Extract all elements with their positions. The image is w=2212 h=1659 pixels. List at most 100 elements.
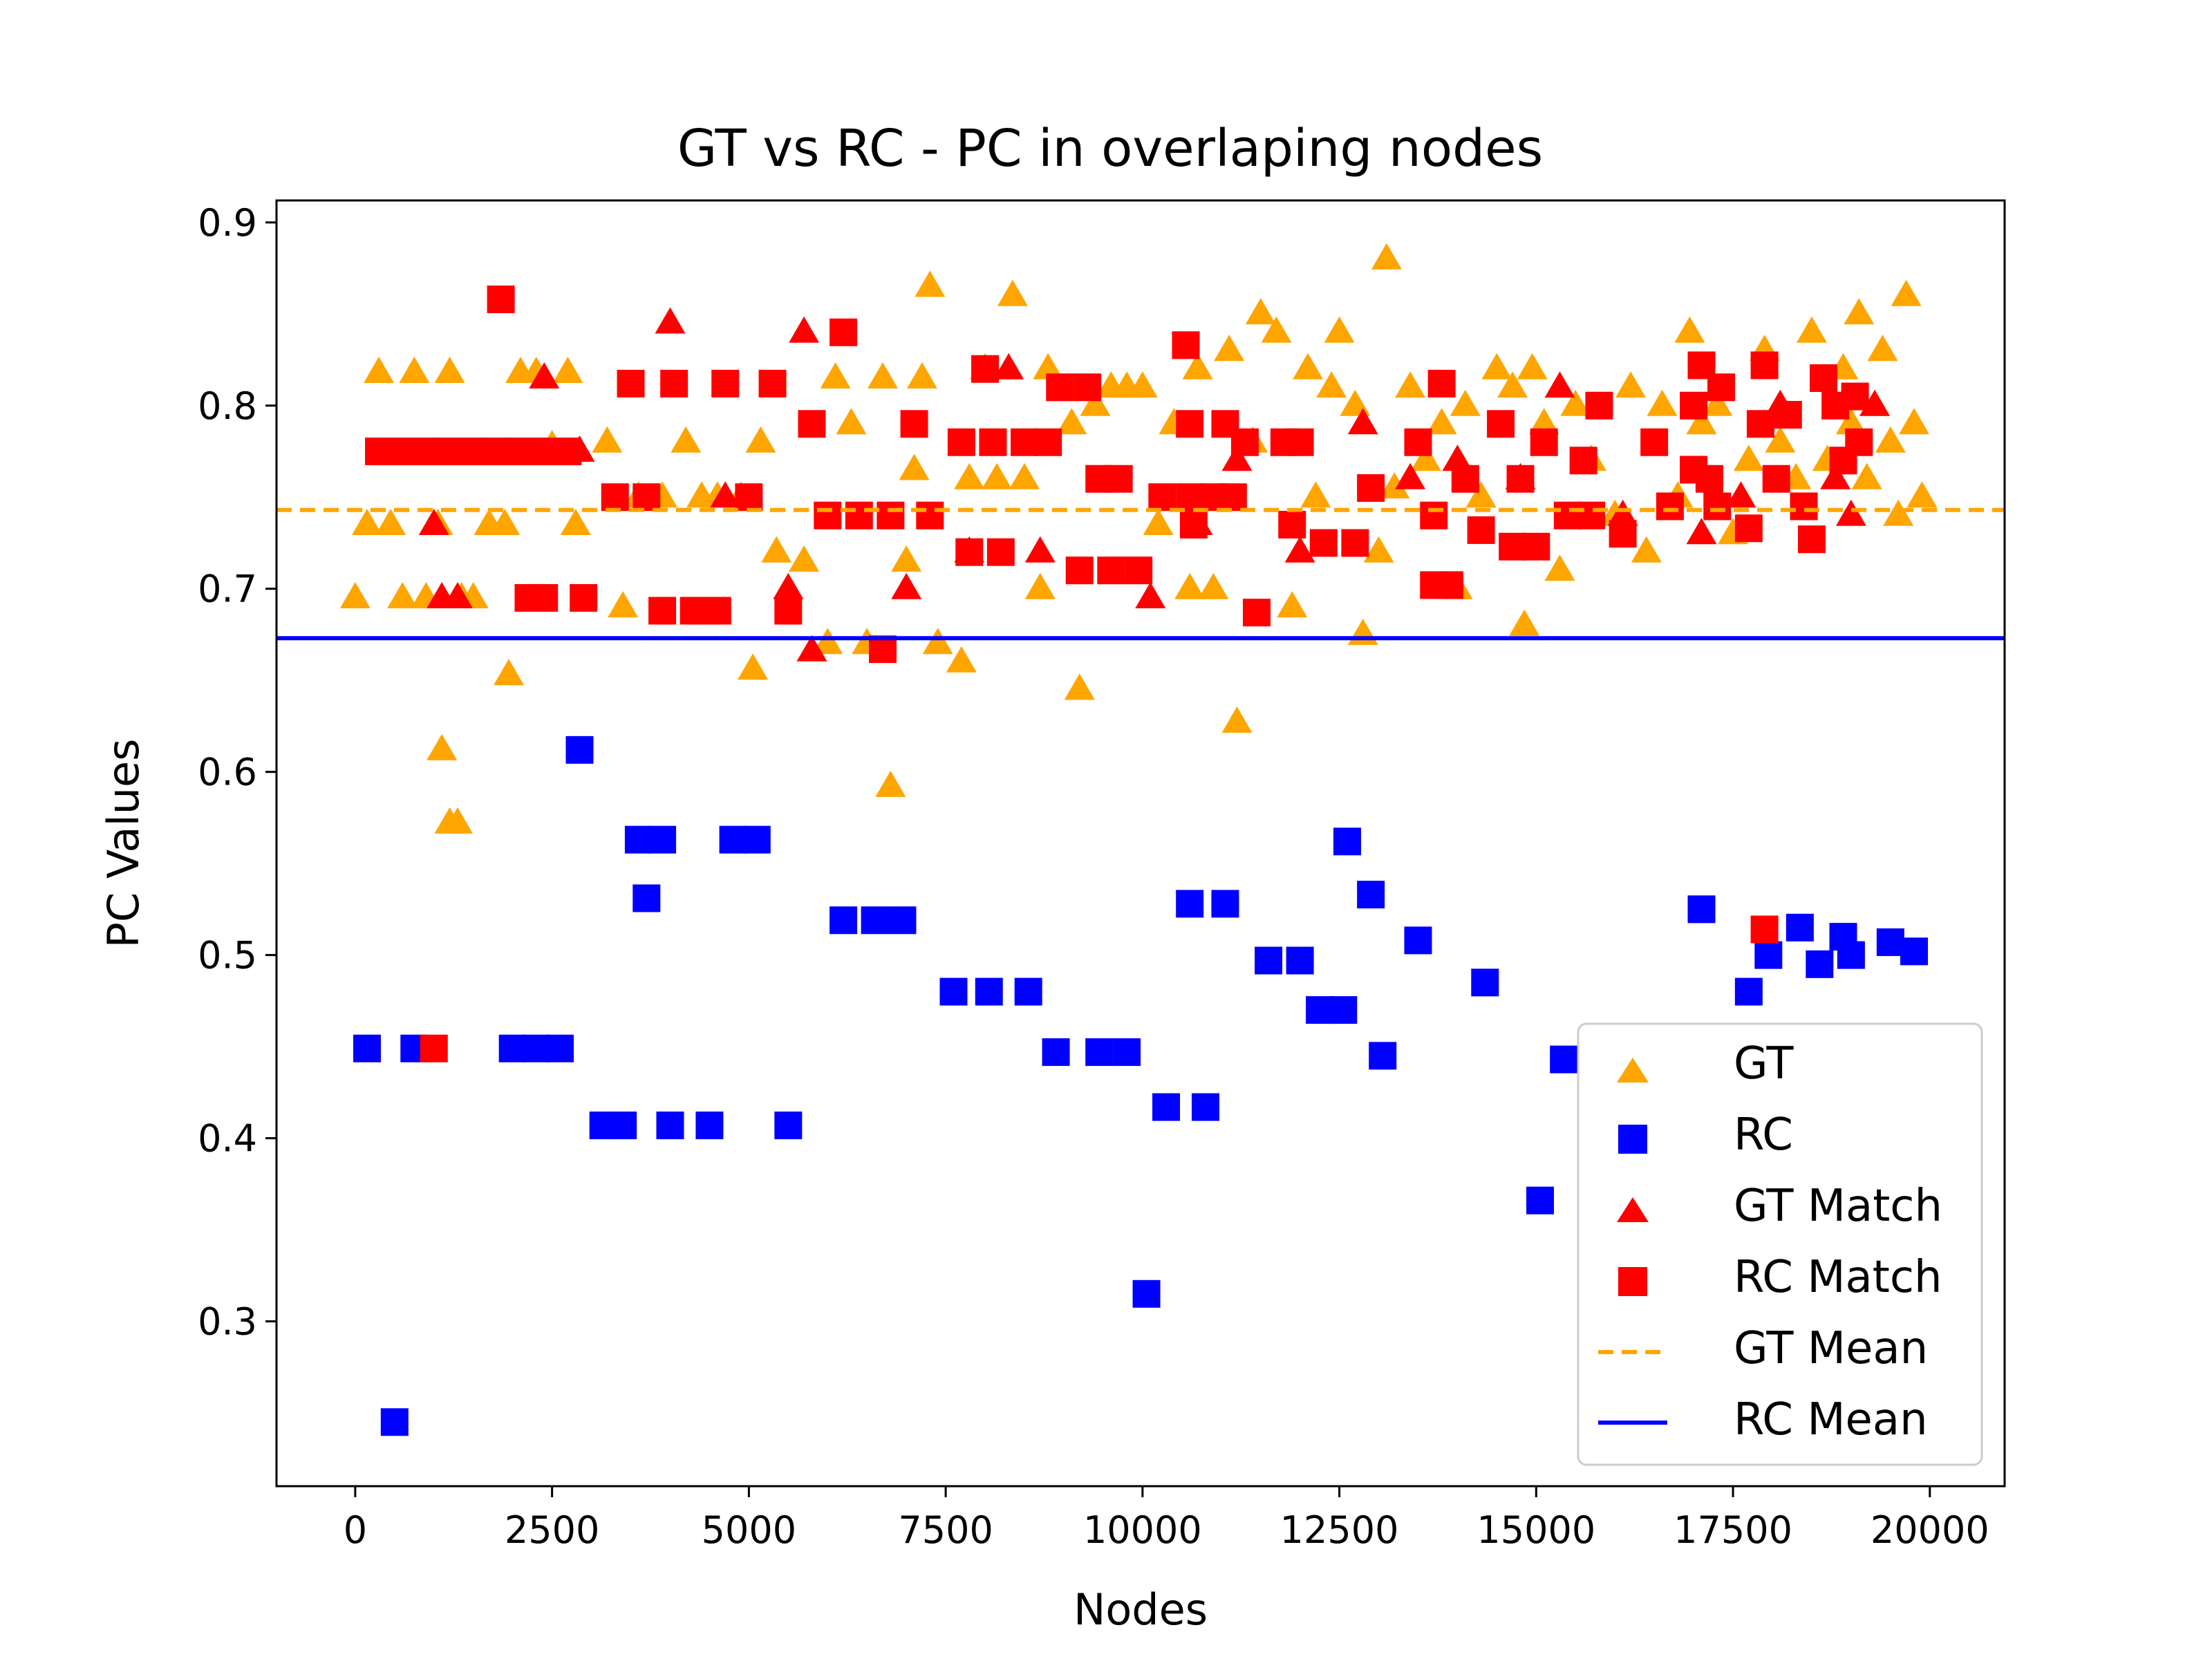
gt-point (745, 426, 776, 453)
gt-point (434, 357, 465, 384)
rc-match-point (735, 483, 763, 512)
rc-match-point (388, 437, 417, 465)
rc-match-point (1436, 571, 1464, 599)
rc-match-point (1762, 465, 1790, 493)
rc-match-point (1487, 410, 1515, 438)
y-tick-label: 0.4 (198, 1117, 257, 1161)
rc-point (742, 825, 771, 854)
gt-point (1450, 389, 1481, 416)
rc-match-point (900, 410, 928, 438)
rc-point (1329, 996, 1358, 1024)
y-axis-label: PC Values (98, 739, 149, 948)
legend-rc-match-label: RC Match (1734, 1252, 1942, 1303)
gt-point (1143, 508, 1174, 535)
gt-match-point (1544, 371, 1575, 398)
gt-match-point (1347, 408, 1378, 435)
rc-match-point (1172, 331, 1200, 359)
gt-match-point (529, 362, 560, 389)
gt-point (1733, 444, 1764, 471)
rc-point (522, 1034, 550, 1062)
rc-match-point (1148, 483, 1177, 512)
rc-match-point (1530, 428, 1558, 456)
gt-point (1891, 279, 1922, 306)
gt-match-point (1024, 536, 1056, 563)
gt-point (1560, 389, 1591, 416)
x-tick-label: 12500 (1280, 1508, 1399, 1552)
rc-match-point (1286, 428, 1314, 456)
gt-point (836, 408, 867, 435)
gt-point (1182, 353, 1213, 379)
gt-point (364, 357, 395, 384)
rc-match-point (947, 428, 975, 456)
gt-point (552, 357, 583, 384)
gt-point (1324, 316, 1355, 343)
gt-point (1875, 426, 1906, 453)
gt-match-point (1221, 444, 1253, 471)
gt-match-point (655, 307, 686, 334)
rc-match-point (1179, 510, 1208, 538)
gt-point (427, 733, 458, 760)
gt-point (1363, 536, 1394, 563)
rc-point (609, 1112, 637, 1140)
rc-point (1876, 928, 1904, 957)
gt-match-point (789, 316, 820, 343)
gt-point (489, 508, 521, 535)
rc-point (1404, 926, 1432, 955)
gt-point (954, 462, 985, 489)
x-axis-label: Nodes (1074, 1584, 1208, 1635)
gt-point (1835, 408, 1866, 435)
rc-point (1754, 941, 1783, 969)
gt-point (1214, 335, 1245, 362)
x-tick-label: 7500 (898, 1508, 993, 1552)
gt-point (1497, 371, 1528, 398)
rc-match-point (798, 410, 826, 438)
gt-point (493, 659, 524, 686)
x-tick-label: 5000 (702, 1508, 796, 1552)
gt-point (1316, 371, 1347, 398)
rc-match-point (814, 501, 842, 529)
means-layer (276, 507, 2005, 641)
gt-match-point (1135, 581, 1166, 608)
gt-point (789, 545, 820, 572)
rc-match-point (435, 437, 464, 465)
gt-match-point (993, 353, 1024, 379)
rc-match-point (1499, 532, 1527, 561)
rc-series (353, 735, 1929, 1436)
y-tick-label: 0.6 (198, 751, 257, 794)
gt-point (1127, 371, 1158, 398)
gt-point (608, 591, 639, 618)
gt-point (1686, 408, 1717, 435)
gt-point (820, 362, 851, 389)
gt-point (1528, 408, 1559, 435)
y-tick-label: 0.3 (198, 1300, 257, 1344)
rc-point (1687, 895, 1716, 924)
rc-match-point (1176, 410, 1204, 438)
rc-match-point (1695, 465, 1723, 493)
rc-point (1014, 977, 1042, 1006)
rc-point (632, 884, 661, 912)
gt-point (1481, 353, 1512, 379)
gt-point (1674, 316, 1705, 343)
gt-point (1867, 335, 1898, 362)
gt-point (1064, 673, 1095, 700)
rc-match-point (459, 437, 487, 465)
gt-match-point (1442, 444, 1473, 471)
y-tick-label: 0.5 (198, 934, 257, 977)
gt-match-point (442, 581, 473, 608)
rc-point (1837, 941, 1865, 969)
rc-match-point (1734, 514, 1763, 543)
gt-point (1906, 481, 1938, 508)
rc-match-point (1506, 465, 1535, 493)
rc-point (861, 906, 889, 935)
rc-match-point (1451, 465, 1479, 493)
rc-match-point (487, 285, 515, 314)
rc-match-point (1011, 428, 1039, 456)
rc-point (498, 1034, 527, 1062)
ticks-layer: 0 2500 5000 7500 10000 12500 15000 17500 20000 0.… (198, 201, 1989, 1552)
gt-point (1395, 371, 1426, 398)
rc-match-point (916, 501, 944, 529)
gt-match-point (710, 481, 741, 508)
rc-match-point (1609, 520, 1637, 548)
rc-match-point (971, 355, 1000, 383)
rc-match-point (1797, 525, 1826, 554)
